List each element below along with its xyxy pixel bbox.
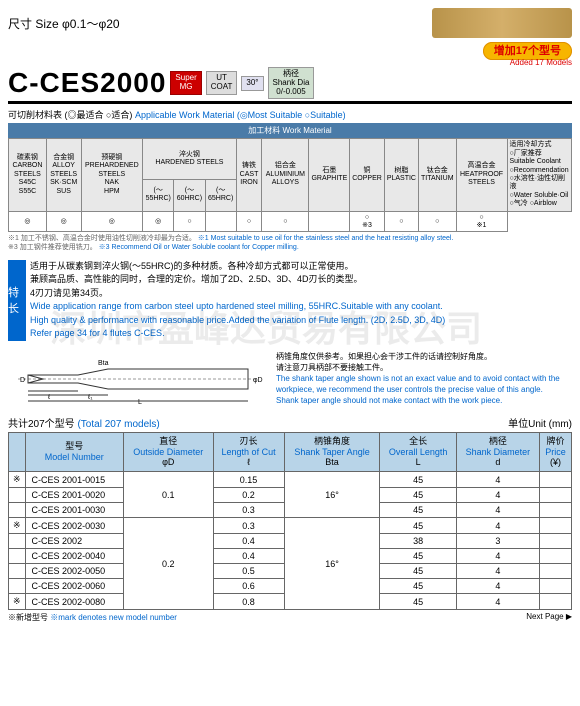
footer-en: ※mark denotes new model number — [50, 613, 177, 622]
next-page: Next Page ▶ — [526, 612, 572, 623]
size-label: 尺寸 Size φ0.1～φ20 — [8, 15, 120, 32]
footer-cn: ※新增型号 — [8, 613, 48, 622]
svg-text:L: L — [138, 399, 142, 406]
feature-en: Wide application range from carbon steel… — [30, 300, 572, 341]
note1-cn: ※1 加工不锈钢、高温合金时使用油性切削液冷却最为合适。 — [8, 235, 196, 242]
diag-text-cn: 柄锥角度仅供参考。如果担心会干涉工件的话请控制好角度。 请注意刀具柄部不要接触工… — [276, 351, 572, 373]
tool-diagram: D φD ℓ ℓ₁ L Bta — [8, 349, 268, 409]
diag-text-en: The shank taper angle shown is not an ex… — [276, 373, 572, 407]
feature-label: 特长 — [8, 260, 26, 341]
unit-label: 单位Unit (mm) — [508, 415, 572, 430]
svg-text:φD: φD — [253, 377, 263, 384]
table-row: ※C-CES 2002-00300.20.316°454 — [9, 518, 572, 534]
badge-30: 30° — [241, 76, 263, 91]
badge-mg: Super MG — [170, 71, 201, 95]
feature-cn: 适用于从碳素钢到淬火钢(～55HRC)的多种材质。各种冷却方式都可以正常使用。 … — [30, 260, 572, 301]
table-row: ※C-CES 2001-00150.10.1516°454 — [9, 472, 572, 488]
spec-table: 型号Model Number 直径Outside DiameterφD 刃长Le… — [8, 432, 572, 610]
product-title: C-CES2000 — [8, 67, 166, 99]
subtitle-en: Applicable Work Material (◎Most Suitable… — [135, 110, 346, 120]
svg-text:Bta: Bta — [98, 360, 109, 367]
subtitle-cn: 可切削材料表 (◎最适合 ○适合) — [8, 110, 132, 120]
material-table: 碳素钢CARBON STEELSS45C S55C 合金钢ALLOY STEEL… — [8, 138, 572, 231]
total-cn: 共计207个型号 — [8, 419, 75, 430]
note1-en: ※1 Most suitable to use oil for the stai… — [198, 235, 454, 242]
total-en: (Total 207 models) — [77, 419, 159, 430]
tool-image — [432, 8, 572, 38]
svg-text:D: D — [20, 377, 25, 384]
material-header: 加工材料 Work Material — [8, 123, 572, 138]
added-sub: Added 17 Models — [8, 58, 572, 67]
note3-cn: ※3 加工钢件推荐使用铣刀。 — [8, 244, 97, 251]
badge-ut: UT COAT — [206, 71, 238, 95]
badge-shank: 柄径 Shank Dia 0/-0.005 — [268, 67, 315, 99]
note3-en: ※3 Recommend Oil or Water Soluble coolan… — [99, 244, 299, 251]
